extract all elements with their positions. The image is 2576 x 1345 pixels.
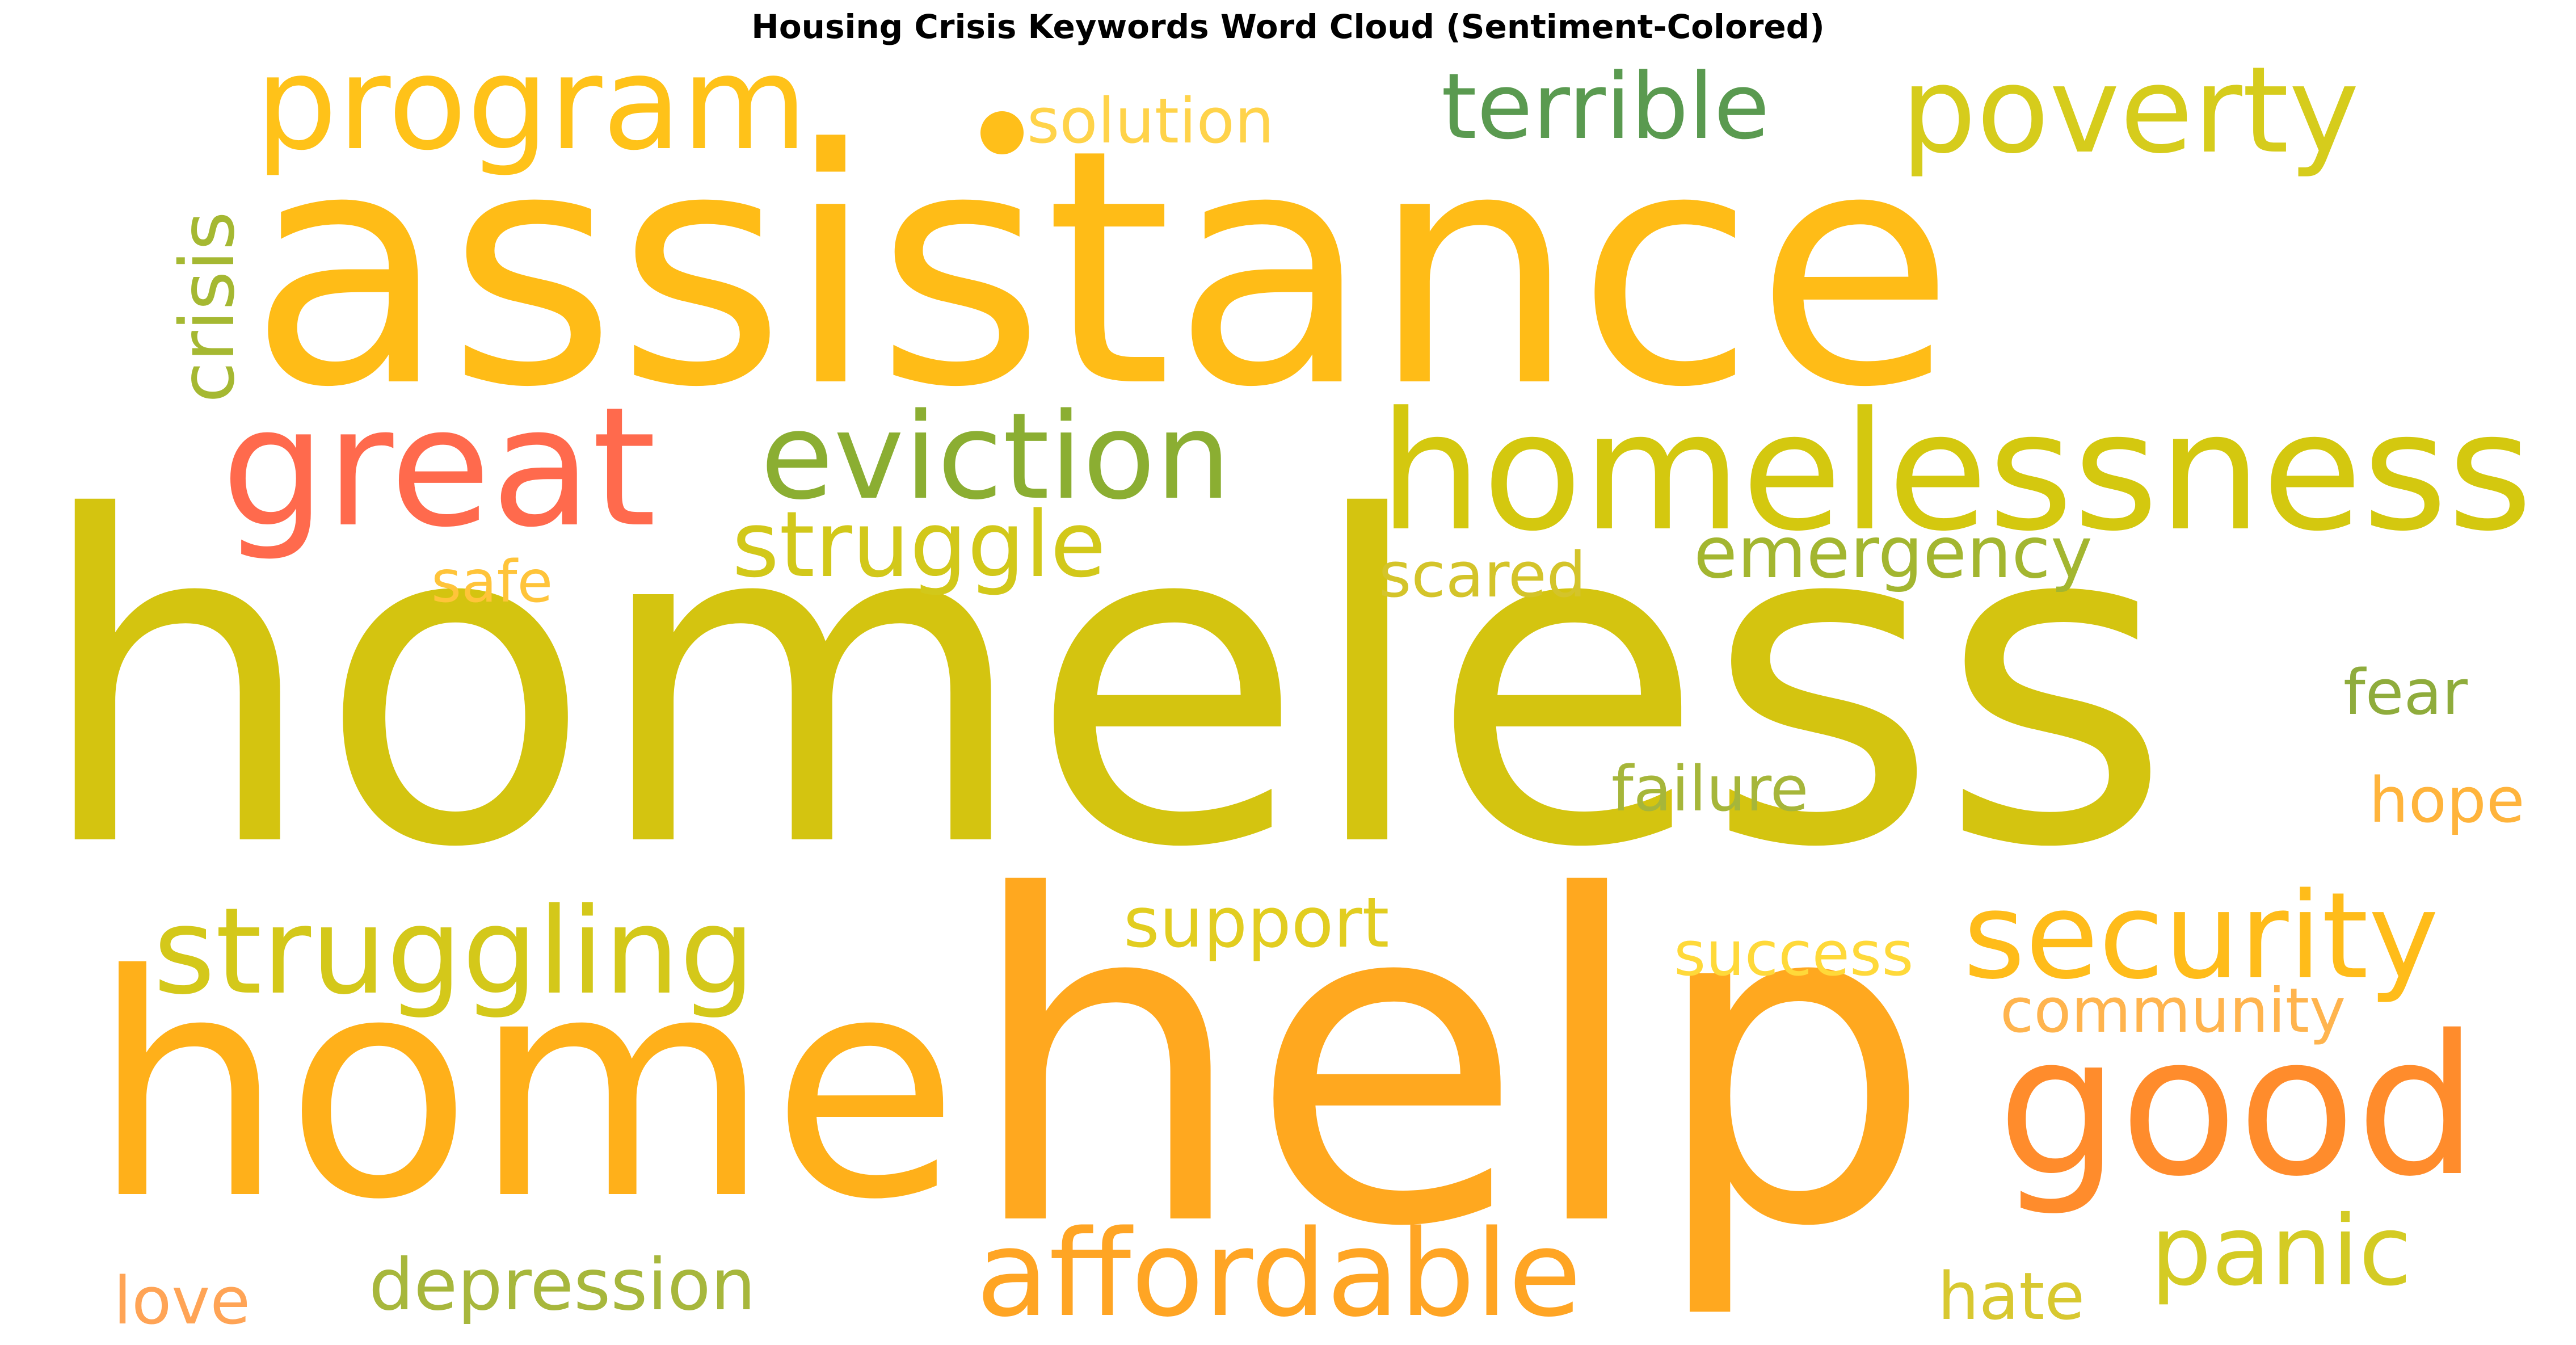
word-terrible: terrible — [1441, 53, 1770, 159]
period-dot — [980, 111, 1024, 154]
word-success: success — [1674, 919, 1914, 990]
word-safe: safe — [431, 548, 553, 616]
word-homelessness: homelessness — [1379, 377, 2533, 567]
word-great: great — [221, 372, 656, 564]
word-love: love — [113, 1263, 251, 1339]
word-good: good — [1997, 994, 2478, 1219]
word-security: security — [1963, 867, 2439, 1006]
word-affordable: affordable — [976, 1204, 1582, 1343]
word-depression: depression — [369, 1244, 756, 1326]
chart-title: Housing Crisis Keywords Word Cloud (Sent… — [751, 7, 1825, 46]
word-poverty: poverty — [1901, 41, 2360, 180]
word-failure: failure — [1611, 753, 1809, 825]
word-help: help — [965, 803, 1934, 1325]
word-home: home — [91, 910, 959, 1267]
word-assistance: assistance — [249, 80, 1955, 458]
word-eviction: eviction — [760, 387, 1231, 526]
word-emergency: emergency — [1694, 512, 2093, 594]
word-solution: solution — [1027, 85, 1274, 157]
word-hate: hate — [1938, 1259, 2085, 1335]
word-community: community — [2000, 976, 2346, 1046]
word-panic: panic — [2150, 1195, 2412, 1308]
word-struggling: struggling — [153, 882, 755, 1021]
word-crisis: crisis — [164, 211, 251, 403]
word-struggle: struggle — [732, 491, 1106, 598]
word-fear: fear — [2343, 656, 2468, 729]
word-hope: hope — [2369, 764, 2525, 837]
word-support: support — [1123, 882, 1390, 963]
word-program: program — [255, 28, 808, 179]
word-scared: scared — [1379, 539, 1586, 611]
word-homeless: homeless — [34, 424, 2173, 945]
